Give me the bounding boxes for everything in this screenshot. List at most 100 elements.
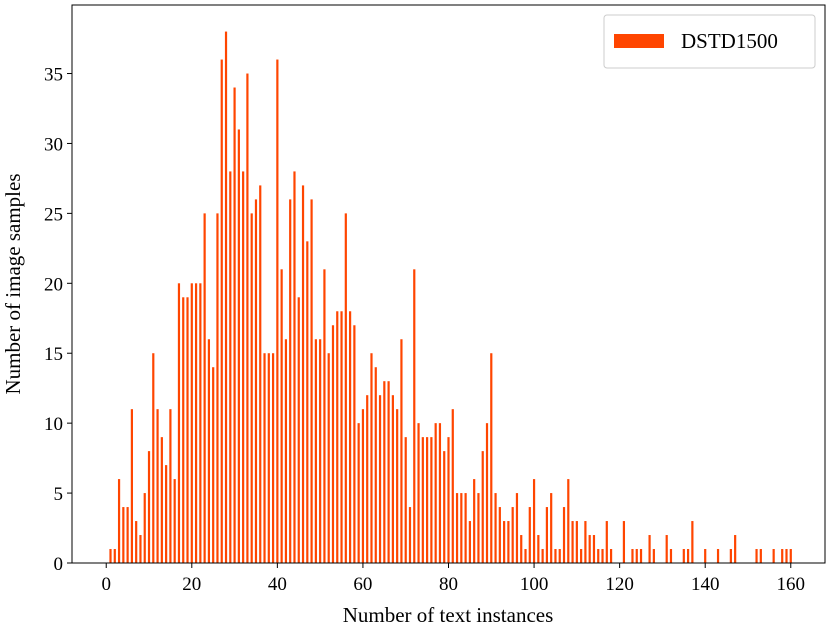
bar — [331, 325, 335, 563]
bar — [669, 549, 673, 563]
bar — [306, 241, 309, 563]
bar — [212, 367, 215, 563]
bar — [494, 493, 497, 563]
x-tick-label: 120 — [605, 574, 634, 595]
bar — [580, 549, 583, 563]
bar — [652, 549, 655, 563]
bar — [366, 395, 369, 563]
bar — [357, 423, 360, 563]
bar — [152, 353, 155, 563]
bar — [194, 283, 198, 563]
bar — [485, 423, 489, 563]
bar — [464, 493, 467, 563]
bar — [426, 437, 429, 563]
bar — [314, 339, 317, 563]
bar — [297, 297, 300, 563]
bar — [276, 59, 279, 564]
x-tick-label: 160 — [777, 574, 806, 595]
bar — [558, 549, 561, 563]
bar — [541, 549, 544, 563]
bar — [755, 549, 758, 563]
legend-label: DSTD1500 — [681, 29, 778, 53]
bar — [301, 185, 305, 564]
bar — [550, 493, 553, 563]
bar — [421, 437, 424, 563]
bar — [438, 423, 442, 563]
bar — [781, 549, 784, 563]
bar — [477, 493, 480, 563]
bar — [348, 311, 352, 563]
bar — [280, 269, 283, 563]
y-tick-label: 25 — [44, 204, 63, 225]
bar — [259, 185, 262, 564]
bar — [597, 549, 600, 563]
bar — [554, 549, 557, 563]
y-axis-label: Number of image samples — [1, 173, 25, 394]
bar — [460, 493, 463, 563]
bar — [498, 507, 501, 563]
bar — [592, 535, 596, 563]
bar — [353, 325, 356, 563]
bar — [237, 129, 240, 563]
bar — [785, 549, 788, 563]
bar — [686, 549, 690, 563]
bar — [601, 549, 604, 563]
bar — [139, 535, 142, 563]
x-tick-label: 80 — [439, 574, 458, 595]
bar — [691, 521, 694, 563]
bar — [310, 199, 313, 563]
bar — [716, 549, 720, 563]
bar — [734, 535, 737, 563]
bar — [374, 367, 377, 563]
bar — [704, 549, 707, 563]
y-tick-label: 35 — [44, 65, 63, 86]
bar — [165, 465, 168, 563]
bar — [271, 353, 275, 563]
legend-swatch — [614, 34, 664, 48]
bar — [109, 549, 112, 563]
bar — [451, 409, 454, 563]
bar — [173, 479, 176, 563]
bar — [622, 521, 626, 563]
bar — [323, 269, 326, 563]
bar — [562, 507, 566, 563]
bar — [242, 171, 245, 563]
bar — [515, 493, 519, 563]
x-tick-label: 0 — [101, 574, 111, 595]
x-tick-label: 60 — [353, 574, 372, 595]
bar — [396, 409, 399, 563]
bar — [631, 549, 634, 563]
bar — [605, 521, 608, 563]
bar — [156, 409, 159, 563]
bar — [182, 297, 185, 563]
bar — [481, 451, 484, 563]
bar — [383, 381, 386, 563]
bar — [507, 521, 510, 563]
bar — [233, 87, 236, 563]
bar — [135, 521, 138, 563]
bar — [147, 451, 151, 563]
bar — [190, 283, 193, 563]
bar — [729, 549, 732, 563]
bar — [199, 283, 202, 563]
bar — [267, 353, 270, 563]
bar — [340, 311, 343, 563]
bar — [169, 409, 172, 563]
bar — [413, 269, 416, 563]
y-tick-label: 10 — [44, 414, 63, 435]
bar — [378, 395, 382, 563]
bar — [404, 437, 407, 563]
bar — [126, 507, 129, 563]
bar — [490, 353, 493, 563]
bar — [336, 311, 339, 563]
bar — [143, 493, 146, 563]
bar — [524, 549, 527, 563]
bar — [229, 171, 232, 563]
bar — [443, 451, 446, 563]
bar — [520, 535, 523, 563]
bar — [186, 297, 189, 563]
y-tick-label: 30 — [44, 134, 63, 155]
bar — [246, 73, 249, 564]
bar — [417, 423, 420, 563]
